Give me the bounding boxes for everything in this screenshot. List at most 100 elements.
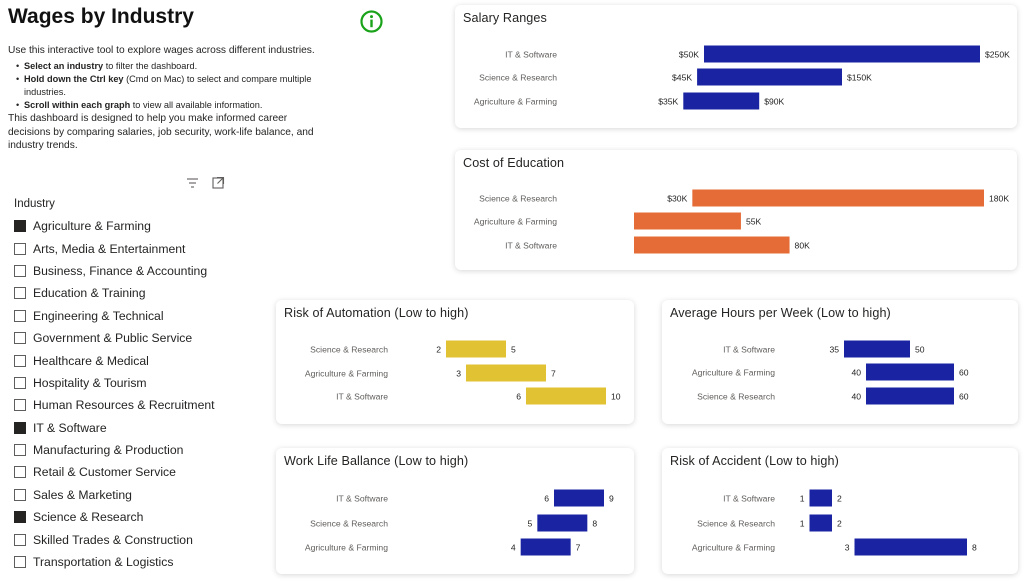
instruction-item: Hold down the Ctrl key (Cmd on Mac) to s… bbox=[16, 73, 328, 99]
instruction-text: to view all available information. bbox=[130, 100, 263, 111]
checkbox[interactable] bbox=[14, 354, 26, 367]
slicer-item[interactable]: Retail & Customer Service bbox=[14, 461, 274, 483]
category-label: Agriculture & Farming bbox=[692, 543, 775, 553]
low-data-label: 6 bbox=[544, 494, 549, 504]
slicer-item[interactable]: Sales & Marketing bbox=[14, 484, 274, 506]
checkbox-checked[interactable] bbox=[14, 511, 26, 524]
instruction-text: to filter the dashboard. bbox=[103, 60, 198, 71]
slicer-item-label: Agriculture & Farming bbox=[33, 219, 151, 234]
category-label: IT & Software bbox=[336, 392, 388, 402]
filter-icon[interactable] bbox=[187, 178, 198, 188]
risk-of-automation-card[interactable]: Science & Research 2 5 Agriculture & Farmin… bbox=[276, 300, 634, 424]
slicer-item[interactable]: Government & Public Service bbox=[14, 327, 274, 349]
chart-title: Risk of Accident (Low to high) bbox=[670, 454, 839, 468]
bar[interactable] bbox=[526, 387, 606, 405]
checkbox[interactable] bbox=[14, 264, 26, 277]
average-hours-card[interactable]: IT & Software 35 50 Agriculture & Farming 40… bbox=[662, 300, 1018, 424]
high-data-label: 7 bbox=[576, 543, 581, 553]
chart-title: Risk of Automation (Low to high) bbox=[284, 306, 469, 320]
slicer-item[interactable]: Science & Research bbox=[14, 506, 274, 528]
checkbox[interactable] bbox=[14, 287, 26, 300]
work-life-balance-card[interactable]: IT & Software 6 9 Science & Research 5 8 Agric… bbox=[276, 448, 634, 574]
bar[interactable] bbox=[866, 363, 954, 381]
checkbox-checked[interactable] bbox=[14, 421, 26, 434]
checkbox[interactable] bbox=[14, 533, 26, 546]
bar[interactable] bbox=[537, 514, 588, 532]
checkbox[interactable] bbox=[14, 332, 26, 345]
instruction-bold: Hold down the Ctrl key bbox=[24, 73, 124, 84]
bar[interactable] bbox=[844, 340, 910, 358]
bar[interactable] bbox=[809, 489, 833, 507]
category-label: Agriculture & Farming bbox=[474, 217, 557, 227]
bar[interactable] bbox=[854, 538, 968, 556]
high-data-label: 10 bbox=[611, 392, 621, 402]
bar[interactable] bbox=[866, 387, 954, 405]
bar[interactable] bbox=[634, 212, 741, 230]
low-data-label: $30K bbox=[667, 194, 687, 204]
slicer-item[interactable]: Transportation & Logistics bbox=[14, 551, 274, 573]
slicer-item-label: Transportation & Logistics bbox=[33, 555, 174, 570]
high-data-label: 180K bbox=[989, 194, 1009, 204]
info-circle-icon[interactable] bbox=[360, 10, 383, 33]
checkbox[interactable] bbox=[14, 556, 26, 569]
slicer-item[interactable]: Engineering & Technical bbox=[14, 305, 274, 327]
high-data-label: 8 bbox=[592, 519, 597, 529]
intro-paragraph: Use this interactive tool to explore wag… bbox=[8, 45, 315, 56]
slicer-item[interactable]: Education & Training bbox=[14, 282, 274, 304]
slicer-item-label: Sales & Marketing bbox=[33, 487, 132, 502]
high-data-label: 7 bbox=[551, 369, 556, 379]
checkbox[interactable] bbox=[14, 376, 26, 389]
bar[interactable] bbox=[634, 236, 790, 254]
category-label: Science & Research bbox=[697, 519, 775, 529]
slicer-item-label: Healthcare & Medical bbox=[33, 353, 149, 368]
checkbox[interactable] bbox=[14, 242, 26, 255]
chart-title: Work Life Ballance (Low to high) bbox=[284, 454, 469, 468]
high-data-label: 50 bbox=[915, 345, 925, 355]
worklife-chart-svg: IT & Software 6 9 Science & Research 5 8 Agric… bbox=[305, 489, 614, 556]
low-data-label: $50K bbox=[679, 50, 699, 60]
slicer-toolbar bbox=[187, 176, 225, 189]
slicer-item[interactable]: Hospitality & Tourism bbox=[14, 372, 274, 394]
checkbox-checked[interactable] bbox=[14, 220, 26, 233]
bar[interactable] bbox=[446, 340, 506, 358]
slicer-item-label: Skilled Trades & Construction bbox=[33, 532, 193, 547]
bar[interactable] bbox=[554, 489, 604, 507]
automation-chart-svg: Science & Research 2 5 Agriculture & Farmin… bbox=[305, 340, 621, 405]
slicer-item[interactable]: Human Resources & Recruitment bbox=[14, 394, 274, 416]
risk-of-accident-card[interactable]: IT & Software 1 2 Science & Research 1 2 Agric… bbox=[662, 448, 1018, 574]
focus-mode-icon[interactable] bbox=[212, 176, 225, 189]
slicer-header: Industry bbox=[14, 198, 55, 210]
slicer-item[interactable]: Arts, Media & Entertainment bbox=[14, 237, 274, 259]
education-chart-svg: Science & Research $30K 180K Agriculture & … bbox=[474, 189, 1009, 254]
slicer-item[interactable]: Skilled Trades & Construction bbox=[14, 528, 274, 550]
slicer-item-label: Retail & Customer Service bbox=[33, 465, 176, 480]
bar[interactable] bbox=[466, 364, 546, 382]
salary-ranges-card[interactable]: IT & Software $50K $250K Science & Research… bbox=[455, 5, 1017, 128]
slicer-item-label: Education & Training bbox=[33, 286, 146, 301]
category-label: Science & Research bbox=[697, 392, 775, 402]
slicer-item[interactable]: IT & Software bbox=[14, 417, 274, 439]
instruction-item: Select an industry to filter the dashboa… bbox=[16, 60, 328, 73]
low-data-label: 1 bbox=[800, 519, 805, 529]
bar[interactable] bbox=[683, 92, 760, 110]
slicer-item-label: Hospitality & Tourism bbox=[33, 375, 147, 390]
cost-of-education-card[interactable]: Science & Research $30K 180K Agriculture & … bbox=[455, 150, 1017, 270]
bar[interactable] bbox=[692, 189, 984, 207]
bar[interactable] bbox=[704, 45, 980, 63]
slicer-item[interactable]: Healthcare & Medical bbox=[14, 349, 274, 371]
bar[interactable] bbox=[520, 538, 571, 556]
bar[interactable] bbox=[809, 514, 833, 532]
checkbox[interactable] bbox=[14, 399, 26, 412]
checkbox[interactable] bbox=[14, 466, 26, 479]
checkbox[interactable] bbox=[14, 488, 26, 501]
high-data-label: 55K bbox=[746, 217, 762, 227]
instruction-bold: Scroll within each graph bbox=[24, 100, 131, 111]
bar[interactable] bbox=[697, 68, 842, 86]
category-label: Agriculture & Farming bbox=[474, 97, 557, 107]
checkbox[interactable] bbox=[14, 309, 26, 322]
high-data-label: 2 bbox=[837, 519, 842, 529]
checkbox[interactable] bbox=[14, 444, 26, 457]
slicer-item[interactable]: Manufacturing & Production bbox=[14, 439, 274, 461]
slicer-item[interactable]: Agriculture & Farming bbox=[14, 215, 274, 237]
slicer-item[interactable]: Business, Finance & Accounting bbox=[14, 260, 274, 282]
